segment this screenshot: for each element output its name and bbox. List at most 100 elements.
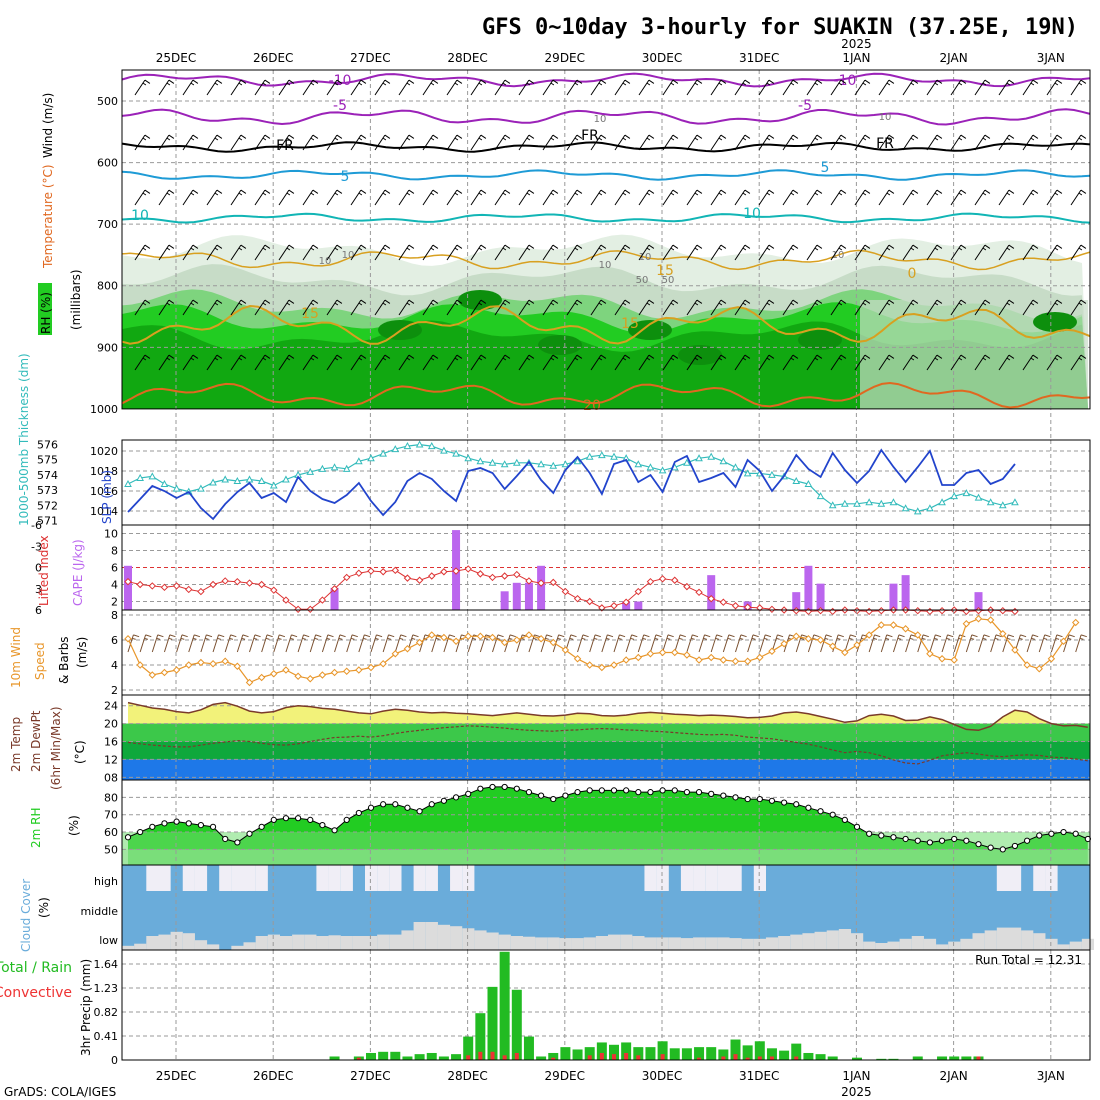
precip-convective-bar [478,1051,483,1060]
wind-speed-marker [610,661,618,669]
upper-wind-barb [710,79,727,96]
rh-marker [477,785,484,792]
thickness-marker [585,452,594,460]
upper-wind-barb [998,299,1015,316]
low-cloud-bar [1081,938,1095,950]
rh-contour-label: 50 [662,275,675,286]
precip-convective-bar [356,1057,361,1060]
wind-speed-marker [828,642,837,650]
upper-wind-barb [134,299,151,316]
wind-speed-marker [440,633,448,642]
upper-wind-barb [974,134,991,151]
low-cloud-bar [632,936,645,950]
precip-convective-bar [502,1055,507,1060]
precip-total-bar [523,1036,534,1060]
precip-total-bar [669,1048,680,1060]
upper-wind-barb [974,189,991,206]
precip-total-bar [596,1042,607,1060]
low-cloud-bar [194,940,208,950]
precip-total-bar [827,1056,838,1060]
precip-total-bar [378,1051,389,1060]
upper-wind-barb [254,189,271,206]
wind-speed-marker [598,663,606,672]
rh-marker [671,787,678,794]
temperature-contour-label: 15 [656,263,674,279]
upper-wind-barb [830,189,847,206]
precip-total-bar [742,1045,753,1060]
thickness-marker [950,492,959,500]
low-cloud-bar [996,927,1009,950]
surface-wind-barb [965,634,978,653]
wind-speed-marker [1071,618,1080,627]
surface-wind-barb [358,634,371,653]
rh-marker [914,837,921,844]
surface-wind-barb [200,634,213,653]
precip-total-bar [754,1041,765,1060]
precip-convective-bar [794,1056,799,1060]
precip-total-bar [390,1051,401,1060]
top-date-label: 31DEC [739,51,779,65]
upper-wind-barb [398,244,415,261]
wind-speed-marker [573,655,582,663]
wind-speed-marker [513,636,521,644]
surface-wind-barb [978,634,990,653]
thickness-marker [962,489,971,497]
wind-speed-marker [658,648,667,657]
wind-speed-marker [306,675,314,683]
surface-wind-barb [649,634,662,653]
upper-wind-barb [302,244,319,261]
upper-wind-barb [782,189,799,206]
wind-speed-marker [209,660,217,668]
thickness-marker [136,473,144,481]
lifted-index-marker [683,582,691,591]
upper-wind-barb [926,189,943,206]
upper-wind-barb [1046,134,1063,151]
low-cloud-bar [413,922,426,950]
thickness-marker [342,464,351,472]
lifted-index-marker [294,605,302,613]
precip-total-bar [475,1013,486,1060]
low-cloud-bar [522,936,536,950]
upper-wind-barb [254,354,271,371]
high-cloud-gap [425,865,438,891]
upper-wind-barb [566,299,583,316]
rh-marker [185,820,192,827]
rh-marker [586,787,593,794]
thickness-marker [731,463,740,471]
upper-wind-barb [134,79,151,96]
rh-marker [744,795,751,803]
high-cloud-gap [729,865,742,891]
lifted-index-marker [853,607,861,615]
bottom-date-label: 2JAN [940,1069,968,1083]
rh-contour-label: 10 [879,112,892,123]
low-cloud-bar [1033,933,1046,950]
upper-wind-barb [758,354,775,371]
low-cloud-bar [279,936,293,950]
top-date-label: 30DEC [642,51,682,65]
upper-wind-barb [494,79,511,96]
upper-wind-barb [422,299,439,316]
upper-wind-barb [566,354,583,371]
cape-bar [634,601,643,610]
rh-marker [574,789,581,796]
lifted-tick-label: 3 [35,583,42,596]
surface-wind-barb [309,634,322,653]
upper-wind-barb [830,354,847,371]
thickness-marker [719,457,728,465]
upper-wind-barb [494,189,511,206]
upper-wind-barb [878,189,895,206]
upper-wind-barb [686,79,703,96]
lifted-index-marker [124,577,132,586]
low-cloud-bar [1045,938,1058,950]
temperature-tick-label: 16 [104,736,118,749]
wind-speed-marker [622,656,630,664]
lifted-index-marker [233,577,242,586]
thickness-marker [209,478,217,486]
upper-wind-barb [134,354,151,371]
precip-total-bar [681,1048,692,1060]
upper-wind-barb [590,299,607,316]
upper-wind-barb [518,134,535,151]
upper-wind-barb [182,134,199,151]
pressure-tick-label: 500 [97,95,118,108]
cape-axis-label: CAPE (J/kg) [71,539,85,606]
